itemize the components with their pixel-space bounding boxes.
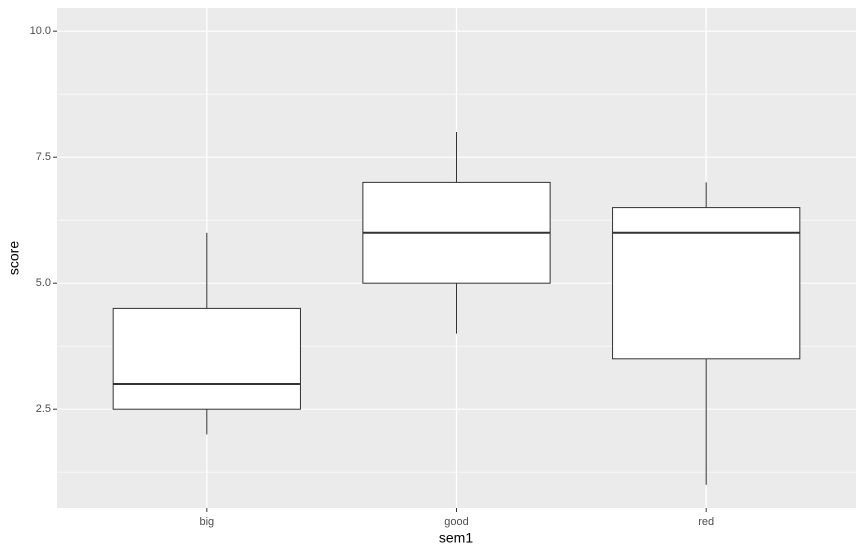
x-axis-title: sem1 [439,530,473,546]
x-tick-label: big [199,516,214,528]
y-axis-title: score [6,241,22,275]
x-tick-label: good [444,516,468,528]
y-tick-label: 10.0 [30,25,51,37]
box [112,307,301,410]
x-tick-label: red [698,516,714,528]
box [612,207,801,360]
y-tick-label: 7.5 [36,151,51,163]
y-tick-label: 2.5 [36,403,51,415]
y-tick-label: 5.0 [36,277,51,289]
